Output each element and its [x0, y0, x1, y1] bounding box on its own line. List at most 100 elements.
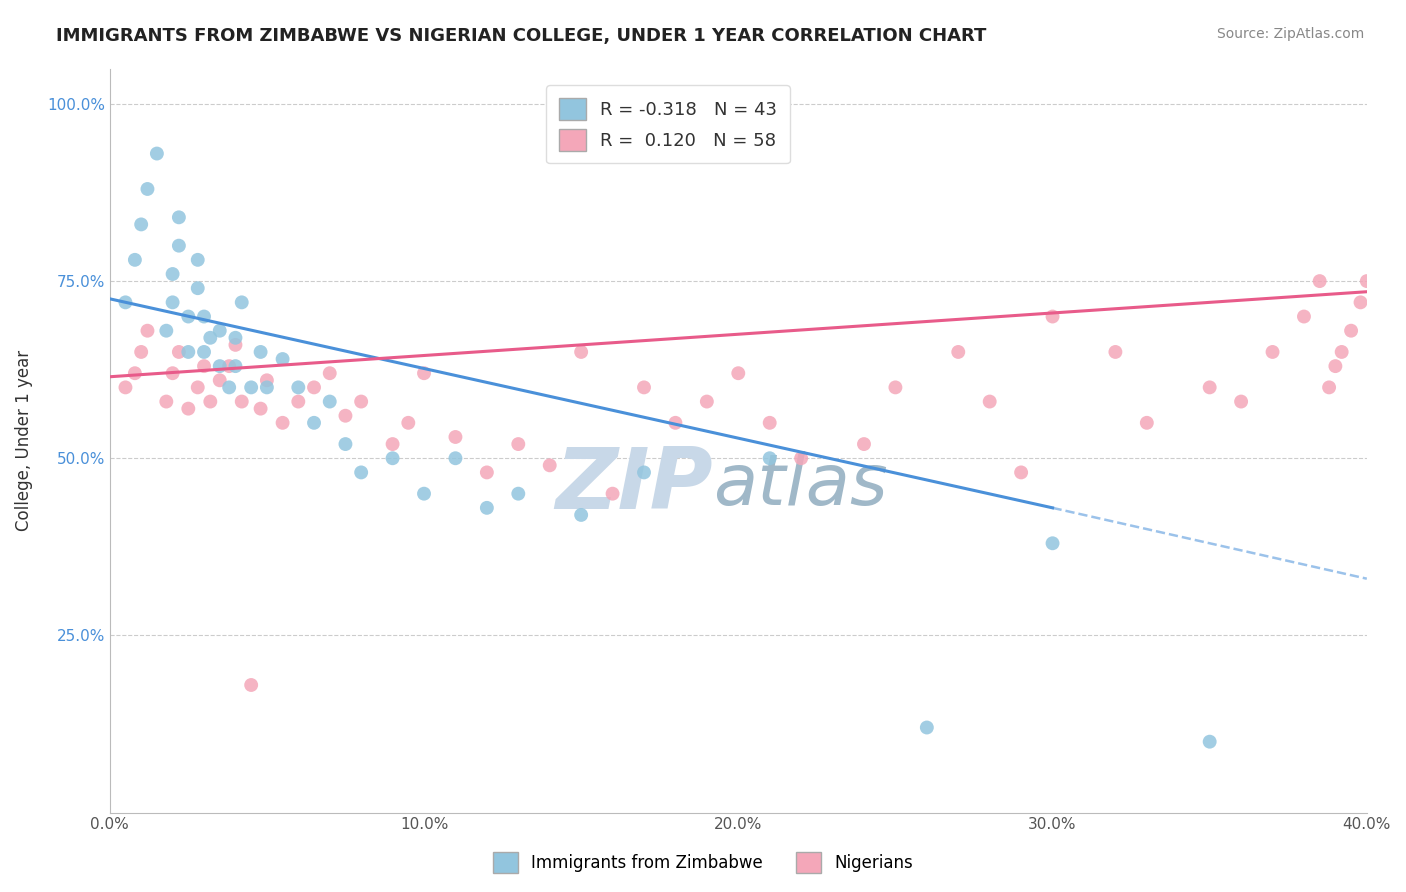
- Point: [381, 451, 404, 466]
- Point: [396, 416, 419, 430]
- Point: [1261, 345, 1284, 359]
- Point: [1330, 345, 1353, 359]
- Point: [1355, 274, 1378, 288]
- Point: [162, 366, 184, 380]
- Text: Source: ZipAtlas.com: Source: ZipAtlas.com: [1216, 27, 1364, 41]
- Point: [790, 451, 813, 466]
- Point: [319, 366, 342, 380]
- Point: [1136, 416, 1159, 430]
- Point: [350, 466, 373, 480]
- Point: [758, 451, 780, 466]
- Point: [114, 295, 136, 310]
- Point: [884, 380, 907, 394]
- Point: [1324, 359, 1347, 373]
- Point: [948, 345, 970, 359]
- Point: [271, 352, 294, 367]
- Point: [633, 380, 655, 394]
- Legend: Immigrants from Zimbabwe, Nigerians: Immigrants from Zimbabwe, Nigerians: [486, 846, 920, 880]
- Y-axis label: College, Under 1 year: College, Under 1 year: [15, 350, 32, 531]
- Point: [350, 394, 373, 409]
- Point: [129, 218, 152, 232]
- Point: [146, 146, 169, 161]
- Point: [569, 345, 592, 359]
- Point: [208, 373, 231, 387]
- Point: [167, 211, 190, 225]
- Point: [167, 238, 190, 252]
- Point: [444, 430, 467, 444]
- Point: [538, 458, 561, 473]
- Point: [218, 380, 240, 394]
- Point: [129, 345, 152, 359]
- Point: [979, 394, 1001, 409]
- Point: [218, 359, 240, 373]
- Point: [1292, 310, 1315, 324]
- Point: [208, 359, 231, 373]
- Point: [915, 721, 938, 735]
- Point: [1309, 274, 1331, 288]
- Point: [240, 678, 263, 692]
- Point: [508, 437, 530, 451]
- Point: [302, 416, 325, 430]
- Point: [475, 466, 498, 480]
- Point: [271, 416, 294, 430]
- Point: [1010, 466, 1032, 480]
- Point: [475, 500, 498, 515]
- Point: [231, 394, 253, 409]
- Point: [287, 380, 309, 394]
- Point: [1198, 734, 1220, 748]
- Text: ZIP: ZIP: [555, 443, 713, 526]
- Point: [124, 252, 146, 267]
- Point: [335, 437, 357, 451]
- Point: [136, 182, 159, 196]
- Point: [1350, 295, 1372, 310]
- Point: [413, 366, 436, 380]
- Point: [231, 295, 253, 310]
- Point: [444, 451, 467, 466]
- Point: [155, 324, 177, 338]
- Point: [1230, 394, 1253, 409]
- Point: [177, 401, 200, 416]
- Point: [124, 366, 146, 380]
- Point: [167, 345, 190, 359]
- Point: [727, 366, 749, 380]
- Point: [335, 409, 357, 423]
- Point: [1340, 324, 1362, 338]
- Point: [162, 295, 184, 310]
- Point: [1317, 380, 1340, 394]
- Text: IMMIGRANTS FROM ZIMBABWE VS NIGERIAN COLLEGE, UNDER 1 YEAR CORRELATION CHART: IMMIGRANTS FROM ZIMBABWE VS NIGERIAN COL…: [56, 27, 987, 45]
- Point: [758, 416, 780, 430]
- Point: [413, 486, 436, 500]
- Point: [853, 437, 876, 451]
- Point: [664, 416, 686, 430]
- Point: [187, 380, 209, 394]
- Point: [187, 252, 209, 267]
- Point: [224, 331, 246, 345]
- Point: [240, 380, 263, 394]
- Point: [155, 394, 177, 409]
- Point: [633, 466, 655, 480]
- Point: [177, 310, 200, 324]
- Point: [1042, 310, 1064, 324]
- Point: [287, 394, 309, 409]
- Point: [224, 338, 246, 352]
- Point: [177, 345, 200, 359]
- Point: [602, 486, 624, 500]
- Point: [696, 394, 718, 409]
- Point: [193, 359, 215, 373]
- Legend: R = -0.318   N = 43, R =  0.120   N = 58: R = -0.318 N = 43, R = 0.120 N = 58: [546, 85, 790, 163]
- Point: [249, 345, 271, 359]
- Point: [200, 394, 222, 409]
- Point: [200, 331, 222, 345]
- Point: [136, 324, 159, 338]
- Point: [1104, 345, 1126, 359]
- Point: [1198, 380, 1220, 394]
- Point: [381, 437, 404, 451]
- Point: [256, 380, 278, 394]
- Point: [114, 380, 136, 394]
- Point: [256, 373, 278, 387]
- Point: [187, 281, 209, 295]
- Point: [193, 345, 215, 359]
- Point: [224, 359, 246, 373]
- Point: [249, 401, 271, 416]
- Point: [302, 380, 325, 394]
